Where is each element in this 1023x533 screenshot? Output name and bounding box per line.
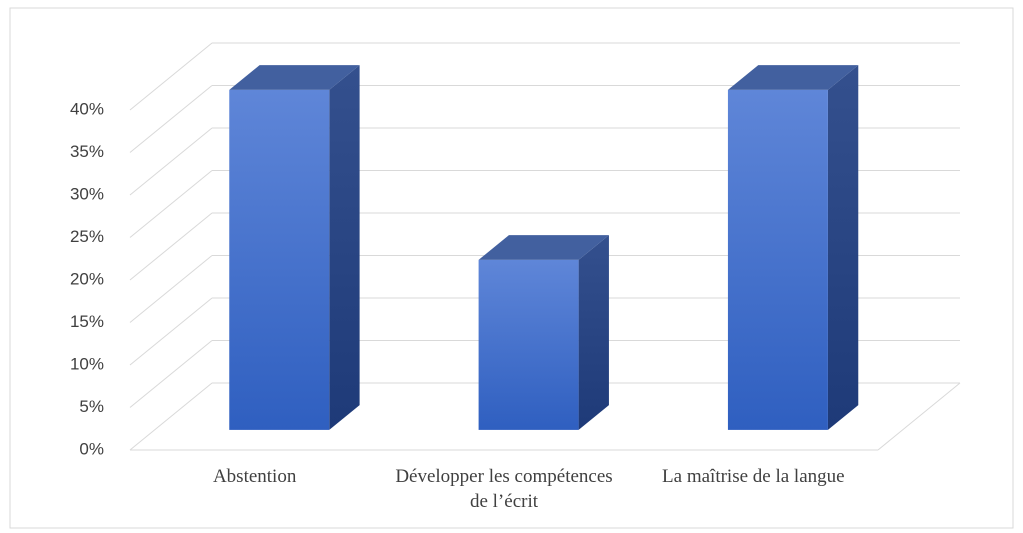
grid-line <box>129 42 213 111</box>
bar <box>229 89 330 430</box>
bar <box>478 259 579 430</box>
bar-side <box>827 65 859 430</box>
floor-line <box>877 382 961 451</box>
y-tick-label: 30% <box>70 184 104 203</box>
x-tick-label: Développer les compétences de l’écrit <box>395 466 613 512</box>
grid-line <box>129 170 213 238</box>
bar <box>727 89 828 430</box>
y-tick-label: 0% <box>79 439 104 458</box>
grid-line <box>129 297 213 366</box>
grid-line <box>129 212 213 281</box>
grid-line <box>129 382 213 451</box>
grid-line <box>129 127 213 196</box>
y-tick-label: 5% <box>79 397 104 416</box>
y-tick-label: 25% <box>70 227 104 246</box>
y-tick-label: 20% <box>70 269 104 288</box>
bar-top <box>727 65 859 90</box>
bar-top <box>478 235 609 260</box>
bar-top <box>229 65 360 90</box>
grid-line <box>129 255 213 323</box>
y-tick-label: 40% <box>70 99 104 118</box>
grid-line <box>129 85 213 153</box>
bar-side <box>578 235 609 430</box>
y-tick-label: 35% <box>70 142 104 161</box>
x-tick-label: La maîtrise de la langue <box>662 466 845 487</box>
chart-border <box>9 7 1014 529</box>
grid-line <box>129 340 213 408</box>
y-tick-label: 10% <box>70 354 104 373</box>
x-tick-label: Abstention <box>212 466 297 487</box>
bar-side <box>329 65 360 430</box>
y-tick-label: 15% <box>70 312 104 331</box>
